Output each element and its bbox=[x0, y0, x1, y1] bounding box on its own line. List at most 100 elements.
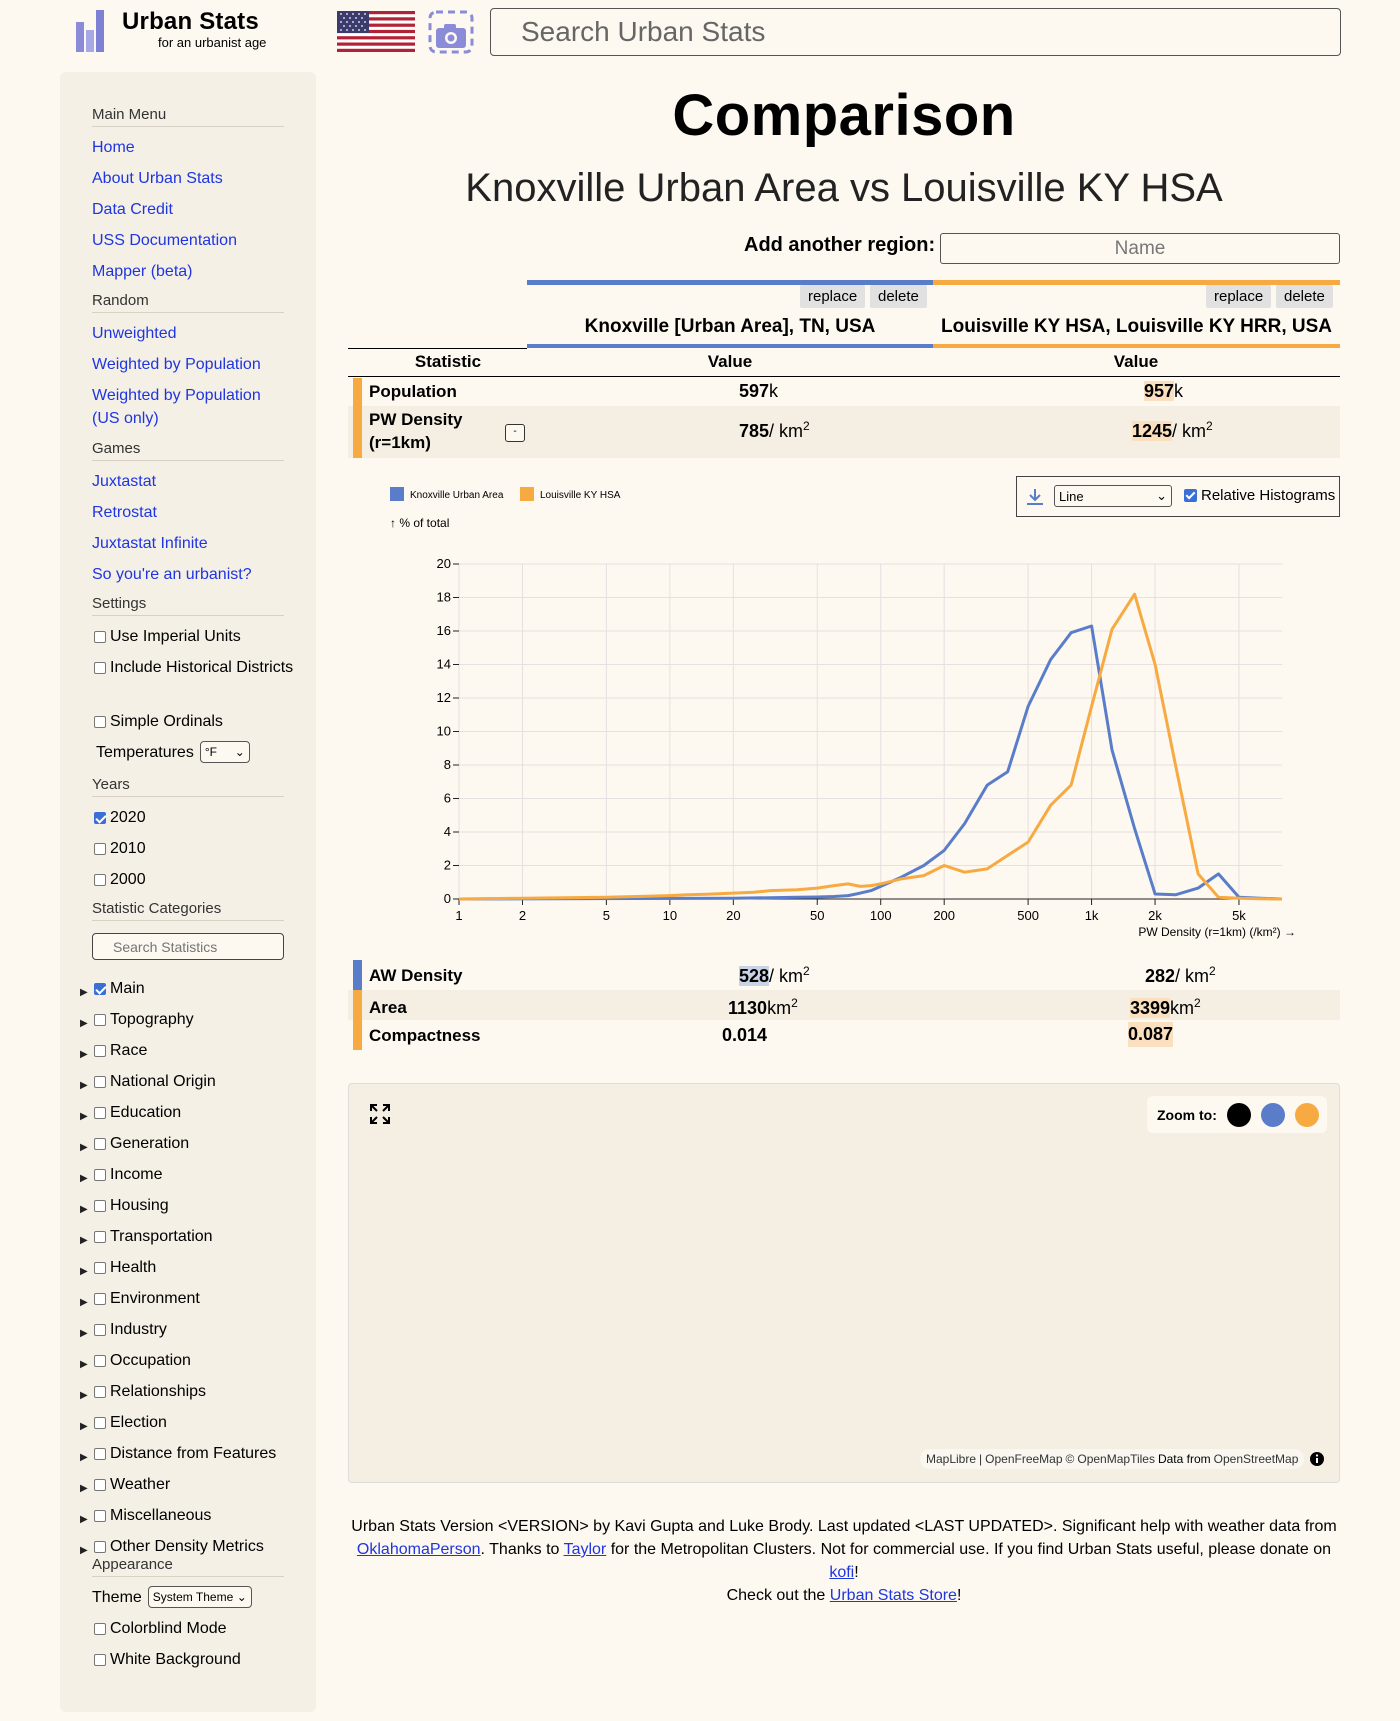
category-income[interactable]: ▶ Income bbox=[80, 1164, 162, 1190]
category-topography[interactable]: ▶ Topography bbox=[80, 1009, 194, 1035]
category-checkbox[interactable] bbox=[94, 1262, 106, 1274]
category-checkbox[interactable] bbox=[94, 1045, 106, 1057]
expand-triangle-icon[interactable]: ▶ bbox=[80, 1235, 88, 1246]
sidebar-link-retrostat[interactable]: Retrostat bbox=[92, 504, 157, 521]
expand-triangle-icon[interactable]: ▶ bbox=[80, 987, 88, 998]
zoom-all-button[interactable] bbox=[1226, 1102, 1251, 1127]
logo[interactable]: Urban Stats for an urbanist age bbox=[76, 8, 266, 52]
category-checkbox[interactable] bbox=[94, 1355, 106, 1367]
category-health[interactable]: ▶ Health bbox=[80, 1257, 156, 1283]
setting-colorblind[interactable]: Colorblind Mode bbox=[94, 1617, 294, 1640]
category-generation[interactable]: ▶ Generation bbox=[80, 1133, 189, 1159]
sidebar-link-weighted-population[interactable]: Weighted by Population bbox=[92, 356, 261, 373]
expand-triangle-icon[interactable]: ▶ bbox=[80, 1452, 88, 1463]
category-distance-from-features[interactable]: ▶ Distance from Features bbox=[80, 1443, 276, 1469]
setting-historical-districts[interactable]: Include Historical Districts bbox=[94, 656, 294, 679]
fullscreen-icon[interactable] bbox=[369, 1103, 391, 1125]
year-2020-checkbox[interactable] bbox=[94, 812, 106, 824]
download-icon[interactable] bbox=[1025, 487, 1045, 507]
sidebar-link-uss-docs[interactable]: USS Documentation bbox=[92, 232, 237, 249]
year-2000[interactable]: 2000 bbox=[94, 868, 294, 891]
year-2010[interactable]: 2010 bbox=[94, 837, 294, 860]
category-checkbox[interactable] bbox=[94, 1200, 106, 1212]
category-checkbox[interactable] bbox=[94, 1510, 106, 1522]
category-housing[interactable]: ▶ Housing bbox=[80, 1195, 169, 1221]
sidebar-link-urbanist-quiz[interactable]: So you're an urbanist? bbox=[92, 566, 252, 583]
category-checkbox[interactable] bbox=[94, 1138, 106, 1150]
footer-link-kofi[interactable]: kofi bbox=[829, 1564, 855, 1581]
category-checkbox[interactable] bbox=[94, 1293, 106, 1305]
delete-region2-button[interactable]: delete bbox=[1276, 285, 1333, 308]
expand-triangle-icon[interactable]: ▶ bbox=[80, 1080, 88, 1091]
openmaptiles-link[interactable]: OpenMapTiles bbox=[1077, 1452, 1155, 1466]
category-national-origin[interactable]: ▶ National Origin bbox=[80, 1071, 216, 1097]
setting-simple-ordinals[interactable]: Simple Ordinals bbox=[94, 710, 294, 733]
category-checkbox[interactable] bbox=[94, 983, 106, 995]
category-checkbox[interactable] bbox=[94, 1479, 106, 1491]
expand-triangle-icon[interactable]: ▶ bbox=[80, 1297, 88, 1308]
category-education[interactable]: ▶ Education bbox=[80, 1102, 181, 1128]
row-aw-density-label[interactable]: AW Density bbox=[369, 966, 463, 985]
expand-triangle-icon[interactable]: ▶ bbox=[80, 1142, 88, 1153]
category-election[interactable]: ▶ Election bbox=[80, 1412, 167, 1438]
search-input[interactable] bbox=[490, 8, 1341, 56]
year-2000-checkbox[interactable] bbox=[94, 874, 106, 886]
sidebar-link-about[interactable]: About Urban Stats bbox=[92, 170, 223, 187]
colorblind-checkbox[interactable] bbox=[94, 1623, 106, 1635]
category-miscellaneous[interactable]: ▶ Miscellaneous bbox=[80, 1505, 211, 1531]
region2-name[interactable]: Louisville KY HSA, Louisville KY HRR, US… bbox=[941, 316, 1332, 337]
expand-triangle-icon[interactable]: ▶ bbox=[80, 1049, 88, 1060]
category-transportation[interactable]: ▶ Transportation bbox=[80, 1226, 213, 1252]
expand-triangle-icon[interactable]: ▶ bbox=[80, 1018, 88, 1029]
row-compactness-label[interactable]: Compactness bbox=[369, 1026, 481, 1045]
theme-select[interactable]: System Theme ⌄ bbox=[147, 1586, 252, 1608]
year-2010-checkbox[interactable] bbox=[94, 843, 106, 855]
footer-link-oklahomaperson[interactable]: OklahomaPerson bbox=[356, 1541, 481, 1558]
category-checkbox[interactable] bbox=[94, 1541, 106, 1553]
category-checkbox[interactable] bbox=[94, 1417, 106, 1429]
category-checkbox[interactable] bbox=[94, 1169, 106, 1181]
relative-histograms-toggle[interactable]: Relative Histograms bbox=[1184, 487, 1335, 504]
expand-triangle-icon[interactable]: ▶ bbox=[80, 1266, 88, 1277]
setting-white-background[interactable]: White Background bbox=[94, 1648, 294, 1671]
category-weather[interactable]: ▶ Weather bbox=[80, 1474, 170, 1500]
setting-imperial-units[interactable]: Use Imperial Units bbox=[94, 625, 294, 648]
category-environment[interactable]: ▶ Environment bbox=[80, 1288, 200, 1314]
histogram-type-select[interactable]: Line ⌄ bbox=[1054, 485, 1172, 507]
sidebar-link-unweighted[interactable]: Unweighted bbox=[92, 325, 177, 342]
us-flag-icon[interactable] bbox=[337, 11, 415, 52]
temperature-unit-select[interactable]: °F ⌄ bbox=[199, 741, 250, 763]
category-race[interactable]: ▶ Race bbox=[80, 1040, 147, 1066]
relative-histograms-checkbox[interactable] bbox=[1184, 489, 1197, 502]
screenshot-camera-icon[interactable] bbox=[428, 10, 474, 54]
category-checkbox[interactable] bbox=[94, 1231, 106, 1243]
zoom-region1-button[interactable] bbox=[1260, 1102, 1285, 1127]
zoom-region2-button[interactable] bbox=[1294, 1102, 1319, 1127]
footer-link-taylor[interactable]: Taylor bbox=[563, 1541, 607, 1558]
statistics-search-input[interactable] bbox=[92, 933, 284, 960]
year-2020[interactable]: 2020 bbox=[94, 806, 294, 829]
category-checkbox[interactable] bbox=[94, 1014, 106, 1026]
expand-triangle-icon[interactable]: ▶ bbox=[80, 1545, 88, 1556]
row-pw-density-label[interactable]: PW Density (r=1km) bbox=[369, 410, 463, 452]
category-relationships[interactable]: ▶ Relationships bbox=[80, 1381, 206, 1407]
sidebar-link-data-credit[interactable]: Data Credit bbox=[92, 201, 173, 218]
category-checkbox[interactable] bbox=[94, 1386, 106, 1398]
category-industry[interactable]: ▶ Industry bbox=[80, 1319, 167, 1345]
replace-region1-button[interactable]: replace bbox=[800, 285, 866, 308]
sidebar-link-home[interactable]: Home bbox=[92, 139, 135, 156]
maplibre-link[interactable]: MapLibre bbox=[926, 1452, 977, 1466]
expand-triangle-icon[interactable]: ▶ bbox=[80, 1111, 88, 1122]
row-population-label[interactable]: Population bbox=[369, 382, 457, 401]
row-area-label[interactable]: Area bbox=[369, 998, 407, 1017]
sidebar-link-weighted-population-us[interactable]: Weighted by Population (US only) bbox=[92, 387, 261, 427]
sidebar-link-juxtastat[interactable]: Juxtastat bbox=[92, 473, 157, 490]
replace-region2-button[interactable]: replace bbox=[1206, 285, 1272, 308]
expand-triangle-icon[interactable]: ▶ bbox=[80, 1328, 88, 1339]
add-region-input[interactable] bbox=[940, 233, 1340, 264]
expand-triangle-icon[interactable]: ▶ bbox=[80, 1421, 88, 1432]
white-background-checkbox[interactable] bbox=[94, 1654, 106, 1666]
pw-density-histogram-toggle[interactable]: - bbox=[505, 424, 525, 442]
footer-link-store[interactable]: Urban Stats Store bbox=[829, 1587, 957, 1604]
expand-triangle-icon[interactable]: ▶ bbox=[80, 1359, 88, 1370]
